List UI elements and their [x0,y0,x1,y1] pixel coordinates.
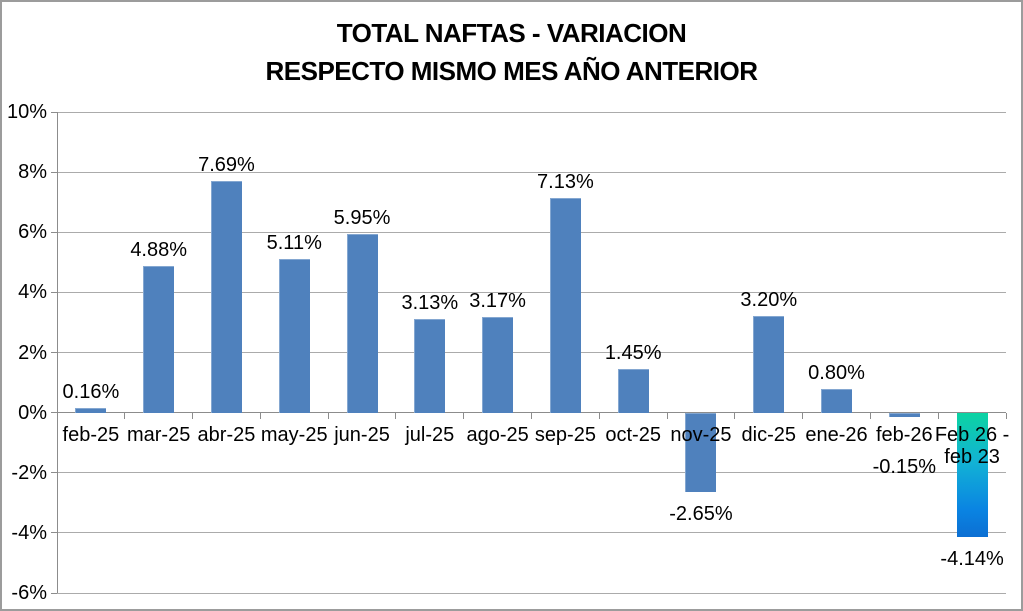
y-axis-tick [51,352,57,353]
category-label: Feb 26 - feb 23 [934,423,1010,468]
category-label: jul-25 [405,423,455,446]
bar [821,388,853,413]
bar [753,316,785,413]
bar-value-label: 7.13% [537,171,594,194]
bar-value-label: -0.15% [872,455,936,478]
y-axis-line [57,112,58,593]
x-axis-tick [56,412,58,419]
bar [414,318,446,413]
chart-title-line2: RESPECTO MISMO MES AÑO ANTERIOR [265,56,758,86]
y-tick-label: 6% [18,221,47,244]
bar [143,265,175,413]
x-axis-tick [869,412,871,419]
y-tick-label: -4% [11,521,47,544]
y-axis-tick [51,532,57,534]
category-label: abr-25 [197,423,256,446]
bar-value-label: 0.16% [62,380,120,403]
y-axis-tick [51,412,57,414]
y-axis-tick [51,231,57,233]
x-axis-tick [463,412,465,419]
bar [549,198,581,413]
gridline [57,291,1006,293]
y-axis-tick [51,592,57,594]
y-tick-label: -2% [11,461,47,484]
y-axis-tick [51,111,57,113]
bar [888,412,920,418]
gridline [57,352,1006,353]
x-axis-tick [259,412,261,419]
chart-title-line1: TOTAL NAFTAS - VARIACION [336,18,687,48]
bar [482,317,514,413]
bar-value-label: 3.13% [401,291,459,314]
bar-value-label: -4.14% [940,548,1004,571]
bar-value-label: 5.95% [333,206,391,229]
category-label: jun-25 [334,423,390,446]
gridline [57,111,1006,113]
gridline [57,472,1006,474]
y-tick-label: 4% [18,281,47,304]
bar [346,233,378,413]
bar-value-label: 3.17% [469,290,526,313]
bar [956,412,988,538]
category-label: sep-25 [534,423,596,446]
y-axis-tick [51,171,57,173]
category-label: ago-25 [466,423,529,446]
y-tick-label: 0% [18,401,47,424]
chart-title: TOTAL NAFTAS - VARIACION RESPECTO MISMO … [2,14,1021,90]
x-axis-tick [192,412,194,419]
x-axis-tick [1005,412,1007,419]
bar-value-label: 4.88% [130,238,188,261]
bar [210,181,242,413]
bar-value-label: 1.45% [604,342,662,365]
bar [617,369,649,413]
y-axis-tick [51,472,57,474]
x-axis-tick [802,412,804,419]
x-axis-tick [734,412,736,419]
category-label: feb-26 [875,423,933,446]
bar [75,407,107,413]
bar-value-label: -2.65% [669,503,733,526]
x-axis-tick [598,412,600,419]
x-axis-tick [124,412,126,419]
x-axis-tick [531,412,532,419]
y-tick-label: 8% [18,161,47,184]
bar [685,412,717,493]
gridline [57,231,1006,233]
gridline [57,171,1006,173]
bar-value-label: 7.69% [198,154,255,177]
category-label: ene-26 [805,423,868,446]
gridline [57,592,1006,594]
bar [278,259,310,413]
x-axis-tick [395,412,397,419]
x-axis-tick [327,412,329,419]
category-label: may-25 [260,423,328,446]
category-label: mar-25 [126,423,191,446]
y-tick-label: 2% [18,341,47,364]
category-label: oct-25 [605,423,661,446]
x-axis-tick [937,412,939,419]
category-label: feb-25 [62,423,120,446]
bar-value-label: 5.11% [266,232,322,254]
y-tick-label: -6% [11,582,47,604]
gridline [57,532,1006,534]
bar-value-label: 0.80% [808,361,865,384]
y-tick-label: 10% [6,101,47,123]
category-label: nov-25 [670,423,732,446]
bar-value-label: 3.20% [740,289,798,312]
x-axis-tick [666,412,668,419]
category-label: dic-25 [741,423,796,446]
y-axis-tick [51,291,57,293]
